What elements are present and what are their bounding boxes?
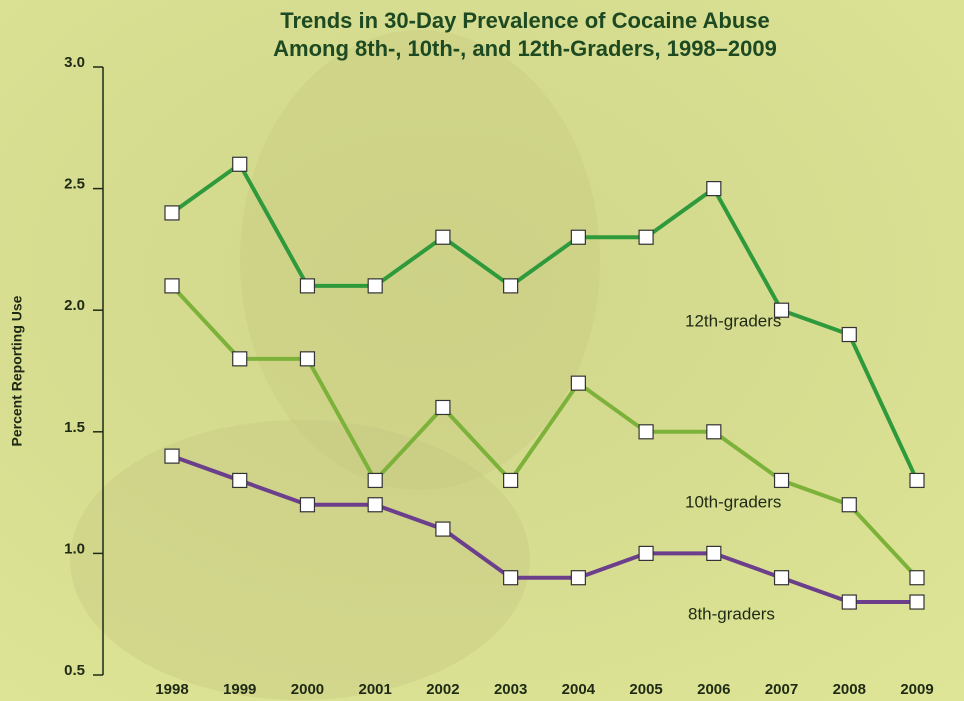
data-point — [232, 472, 248, 489]
data-point — [503, 472, 519, 489]
data-point — [299, 497, 316, 513]
series-label: 8th-graders — [688, 604, 775, 623]
data-point — [503, 278, 519, 294]
data-point — [706, 424, 722, 440]
data-point — [773, 472, 790, 489]
background-shape — [240, 30, 600, 490]
data-point — [299, 351, 316, 367]
data-point — [164, 278, 180, 294]
data-point — [909, 594, 925, 610]
x-tick-label: 2001 — [358, 681, 391, 698]
series-label: 10th-graders — [685, 492, 781, 511]
data-point — [638, 545, 654, 562]
data-point — [638, 229, 654, 245]
data-point — [841, 497, 857, 513]
data-point — [435, 521, 451, 537]
x-tick-label: 2003 — [494, 681, 527, 698]
chart-title: Trends in 30-Day Prevalence of Cocaine A… — [280, 8, 769, 33]
data-point — [570, 375, 586, 391]
data-point — [773, 302, 790, 318]
y-tick-label: 1.5 — [64, 419, 85, 436]
data-point — [570, 570, 586, 586]
y-tick-label: 2.5 — [64, 176, 85, 193]
series-label: 12th-graders — [685, 311, 781, 330]
series-line — [170, 284, 919, 580]
data-point — [232, 156, 248, 172]
data-point — [367, 472, 383, 489]
data-point — [299, 278, 316, 294]
data-point — [706, 545, 722, 562]
data-point — [773, 570, 790, 586]
data-point — [503, 570, 519, 586]
x-tick-label: 2009 — [900, 681, 933, 698]
x-tick-label: 2002 — [426, 681, 459, 698]
x-tick-label: 2004 — [562, 681, 596, 698]
data-point — [841, 326, 857, 343]
y-tick-label: 0.5 — [64, 662, 85, 679]
data-point — [638, 424, 654, 440]
series-line — [170, 161, 919, 482]
data-point — [706, 181, 722, 197]
y-tick-label: 1.0 — [64, 540, 85, 557]
x-tick-label: 2005 — [629, 681, 662, 698]
series-line — [171, 454, 917, 605]
x-tick-label: 2008 — [833, 681, 866, 698]
data-point — [909, 472, 925, 489]
y-axis-label: Percent Reporting Use — [9, 295, 25, 446]
x-tick-label: 2006 — [697, 681, 730, 698]
x-tick-label: 1999 — [223, 681, 256, 698]
data-point — [367, 497, 383, 513]
data-point — [164, 205, 180, 221]
background-shape — [70, 420, 530, 700]
data-point — [570, 229, 586, 245]
data-point — [909, 570, 925, 586]
data-point — [232, 351, 248, 367]
data-point — [841, 594, 857, 610]
data-point — [435, 399, 451, 416]
x-tick-label: 2000 — [291, 681, 324, 698]
chart-title: Among 8th-, 10th-, and 12th-Graders, 199… — [273, 36, 777, 61]
y-tick-label: 2.0 — [64, 297, 85, 314]
y-tick-label: 3.0 — [64, 54, 85, 71]
data-point — [435, 229, 451, 245]
x-tick-label: 2007 — [765, 681, 798, 698]
data-point — [367, 278, 383, 294]
data-point — [164, 448, 180, 464]
x-tick-label: 1998 — [155, 681, 188, 698]
